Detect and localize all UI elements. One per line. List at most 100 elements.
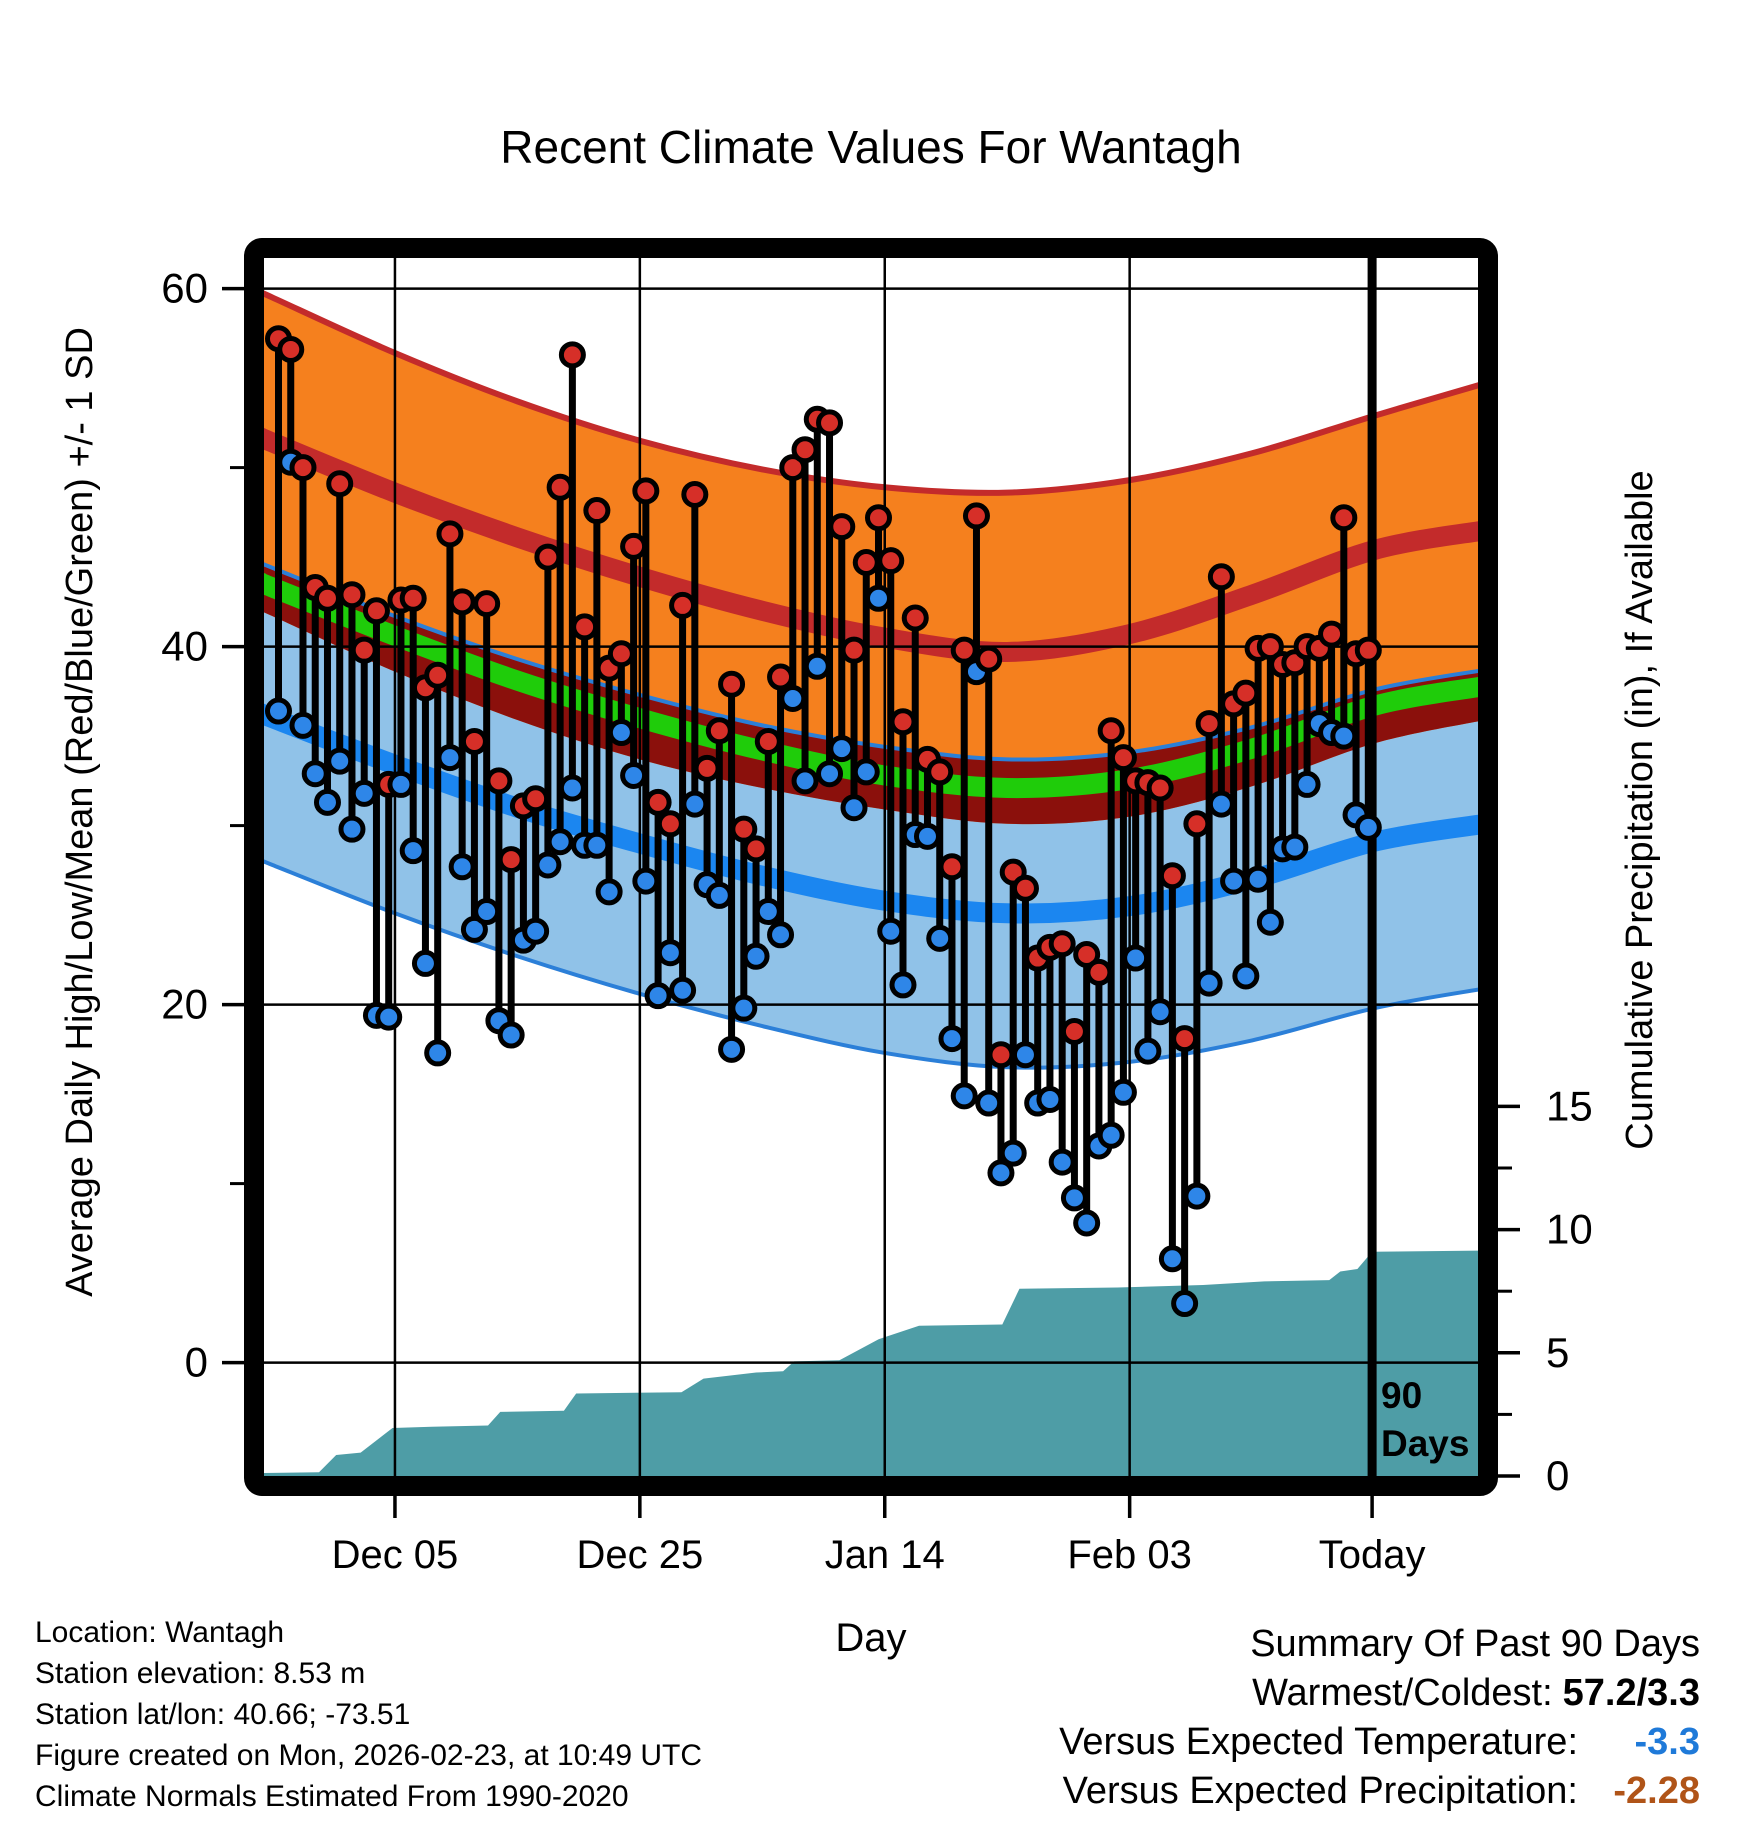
low-dot — [1109, 1078, 1137, 1106]
daily-stems — [265, 325, 1382, 1318]
right-axis-title: Cumulative Precipitation (in), If Availa… — [1619, 470, 1661, 1149]
high-dot — [1146, 774, 1174, 802]
low-dot — [816, 760, 844, 788]
daily-stem — [1146, 774, 1174, 1026]
daily-stem — [1220, 690, 1248, 895]
daily-stem — [644, 788, 672, 1010]
daily-stem — [889, 708, 917, 999]
daily-stem — [1207, 563, 1235, 818]
low-dot — [620, 761, 648, 789]
low-dot — [803, 652, 831, 680]
right-tick-label: 10 — [1546, 1206, 1593, 1253]
low-dot — [656, 939, 684, 967]
daily-stem — [926, 758, 954, 952]
high-dot — [1158, 862, 1186, 890]
low-dot — [779, 685, 807, 713]
high-dot — [1085, 958, 1113, 986]
high-dot — [742, 835, 770, 863]
low-dot — [926, 924, 954, 952]
high-dot — [644, 788, 672, 816]
daily-stem — [534, 543, 562, 879]
summary-title: Summary Of Past 90 Days — [1250, 1623, 1700, 1665]
low-dot — [718, 1035, 746, 1063]
daily-stem — [1171, 1025, 1199, 1318]
summary-row-vs-temperature: Versus Expected Temperature: -3.3 — [1059, 1718, 1700, 1767]
low-dot — [730, 994, 758, 1022]
high-dot — [767, 663, 795, 691]
summary-block: Summary Of Past 90 Days Warmest/Coldest:… — [1059, 1620, 1700, 1816]
left-tick-label: 0 — [185, 1339, 208, 1386]
daily-stem — [399, 584, 427, 865]
low-dot — [852, 758, 880, 786]
high-dot — [816, 409, 844, 437]
high-dot — [522, 785, 550, 813]
high-dot — [1256, 633, 1284, 661]
low-dot — [448, 853, 476, 881]
low-dot — [644, 982, 672, 1010]
low-dot — [473, 898, 501, 926]
low-dot — [595, 878, 623, 906]
axis-tick-labels: 60 40 20 0 15 10 5 0 Dec 05 Dec 25 Jan 14 Feb 03 Tod… — [161, 265, 1592, 1577]
low-dot — [1097, 1121, 1125, 1149]
low-dot — [987, 1159, 1015, 1187]
high-dot — [1011, 874, 1039, 902]
station-elevation: Station elevation: 8.53 m — [35, 1657, 366, 1690]
low-dot — [1036, 1085, 1064, 1113]
low-dot — [1330, 722, 1358, 750]
low-dot — [583, 831, 611, 859]
low-dot — [350, 779, 378, 807]
low-dot — [742, 942, 770, 970]
summary-label: Versus Expected Precipitation: — [1062, 1770, 1578, 1812]
low-dot — [522, 917, 550, 945]
low-dot — [497, 1021, 525, 1049]
high-dot — [399, 584, 427, 612]
high-dot — [1109, 744, 1137, 772]
high-dot — [313, 584, 341, 612]
high-dot — [828, 513, 856, 541]
high-dot — [534, 543, 562, 571]
low-dot — [999, 1139, 1027, 1167]
daily-stem — [1232, 679, 1260, 990]
high-dot — [1060, 1017, 1088, 1045]
high-dot — [326, 470, 354, 498]
low-dot — [1244, 865, 1272, 893]
summary-value: 57.2/3.3 — [1562, 1672, 1700, 1714]
high-dot — [1207, 563, 1235, 591]
high-dot — [448, 588, 476, 616]
low-dot — [1232, 962, 1260, 990]
left-tick-label: 60 — [161, 265, 208, 312]
high-dot — [583, 497, 611, 525]
low-dot — [1183, 1182, 1211, 1210]
low-dot — [399, 837, 427, 865]
high-dot — [1195, 710, 1223, 738]
daily-stem — [816, 409, 844, 788]
high-dot — [754, 727, 782, 755]
axis-ticks — [222, 286, 1520, 1518]
high-dot — [607, 640, 635, 668]
low-dot — [1060, 1184, 1088, 1212]
daily-stem — [607, 640, 635, 747]
low-dot — [632, 867, 660, 895]
low-dot — [338, 815, 366, 843]
chart-title: Recent Climate Values For Wantagh — [500, 121, 1241, 173]
high-dot — [1048, 930, 1076, 958]
high-dot — [485, 767, 513, 795]
high-dot — [718, 670, 746, 698]
low-dot — [975, 1089, 1003, 1117]
high-dot — [693, 754, 721, 782]
daily-stem — [767, 663, 795, 949]
daily-stem — [436, 520, 464, 772]
high-dot — [681, 480, 709, 508]
high-dot — [277, 335, 305, 363]
high-dot — [1232, 679, 1260, 707]
low-dot — [265, 697, 293, 725]
low-dot — [558, 774, 586, 802]
x-axis-title: Day — [835, 1616, 906, 1660]
high-dot — [289, 454, 317, 482]
high-dot — [950, 636, 978, 664]
daily-stem — [742, 835, 770, 970]
high-dot — [656, 810, 684, 838]
low-dot — [436, 744, 464, 772]
high-dot — [865, 504, 893, 532]
